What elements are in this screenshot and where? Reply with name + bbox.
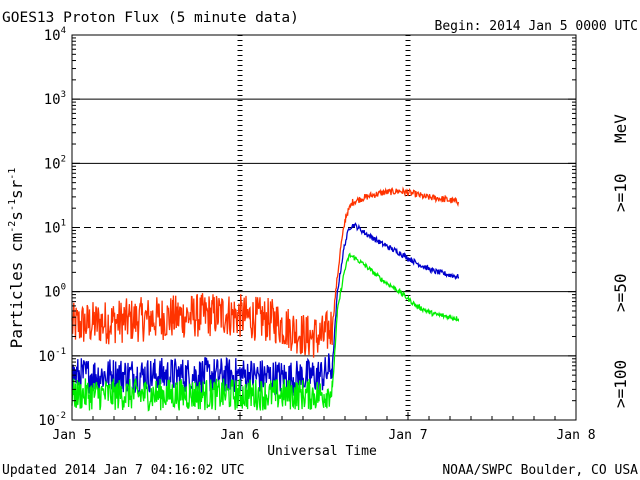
y-tick-label: 102	[44, 154, 66, 172]
series-line-gte10	[71, 186, 460, 358]
y-tick-label: 104	[44, 26, 66, 44]
legend-100mev-label: >=100	[611, 360, 630, 408]
y-tick-label: 10-1	[38, 347, 66, 365]
series-line-gte50	[71, 222, 460, 396]
begin-label: Begin: 2014 Jan 5 0000 UTC	[435, 19, 639, 34]
y-tick-label: 101	[44, 219, 66, 237]
chart-title: GOES13 Proton Flux (5 minute data)	[2, 10, 299, 26]
y-tick-label: 10-2	[38, 411, 66, 429]
series-line-gte100	[71, 252, 460, 412]
y-axis-label: Particles cm-2s-1sr-1	[7, 168, 26, 349]
legend-10mev-label: >=10	[611, 173, 630, 212]
y-tick-label: 103	[44, 90, 66, 108]
x-tick-label: Jan 5	[52, 428, 91, 443]
plot-series	[71, 186, 460, 412]
x-tick-label: Jan 7	[388, 428, 427, 443]
gridlines	[72, 35, 576, 420]
legend-50mev-label: >=50	[611, 273, 630, 312]
data-source: NOAA/SWPC Boulder, CO USA	[442, 463, 638, 478]
x-tick-label: Jan 6	[220, 428, 259, 443]
y-axis-ticks: 104 103 102 101 100 10-1 10-2	[38, 26, 576, 429]
x-axis-label: Universal Time	[267, 444, 377, 459]
legend-mev-unit: MeV	[611, 114, 630, 143]
x-tick-label: Jan 8	[556, 428, 595, 443]
x-axis-ticks: Jan 5 Jan 6 Jan 7 Jan 8	[52, 412, 596, 443]
y-tick-label: 100	[44, 283, 66, 301]
updated-timestamp: Updated 2014 Jan 7 04:16:02 UTC	[2, 463, 245, 478]
